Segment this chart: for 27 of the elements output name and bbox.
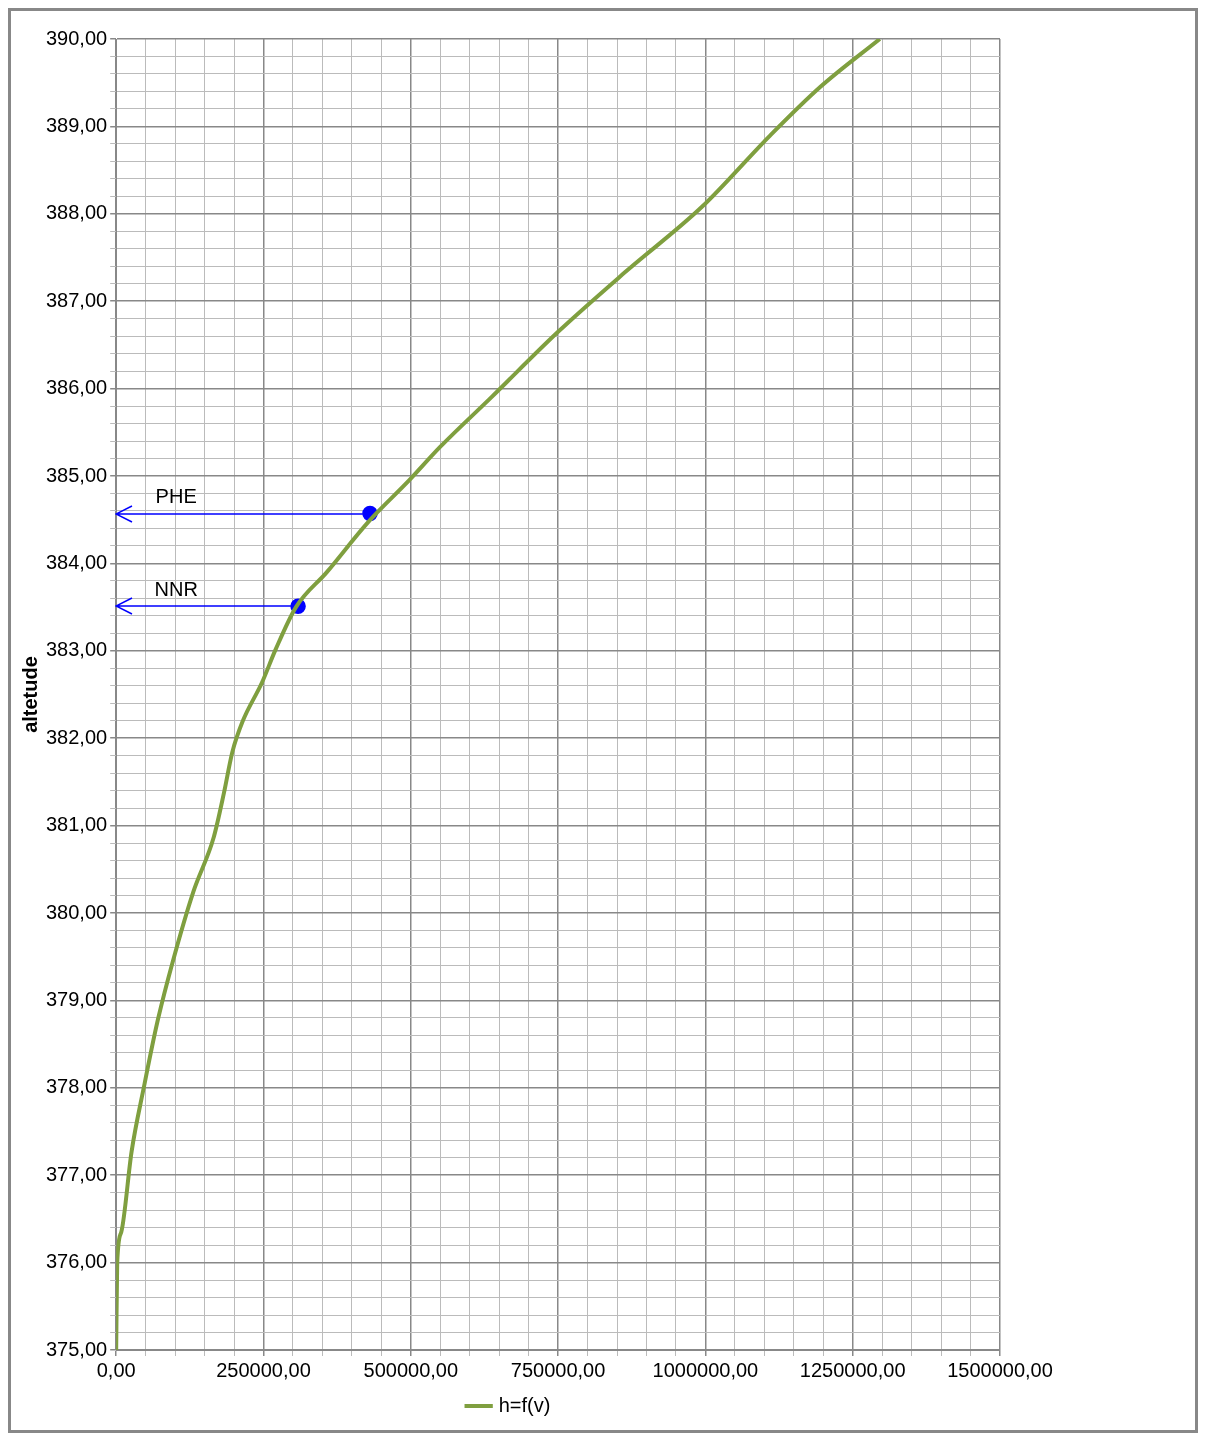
annotation: PHE bbox=[155, 485, 197, 508]
y-tick-label: 376,00 bbox=[46, 1250, 108, 1273]
y-tick-label: 377,00 bbox=[46, 1162, 108, 1185]
y-tick-label: 390,00 bbox=[46, 26, 108, 49]
y-axis-title: altetude bbox=[18, 656, 41, 733]
y-tick-label: 384,00 bbox=[46, 550, 108, 573]
y-tick-label: 389,00 bbox=[46, 113, 108, 136]
y-tick-label: 380,00 bbox=[46, 900, 108, 923]
y-tick-label: 385,00 bbox=[46, 463, 108, 486]
x-tick-label: 0,00 bbox=[96, 1358, 136, 1381]
x-tick-label: 500000,00 bbox=[363, 1358, 459, 1381]
legend-label: h=f(v) bbox=[498, 1393, 551, 1416]
y-tick-label: 381,00 bbox=[46, 813, 108, 836]
y-tick-label: 379,00 bbox=[46, 987, 108, 1010]
y-tick-label: 387,00 bbox=[46, 288, 108, 311]
x-tick-label: 1250000,00 bbox=[799, 1358, 906, 1381]
x-tick-label: 250000,00 bbox=[216, 1358, 311, 1381]
y-tick-label: 375,00 bbox=[46, 1337, 108, 1360]
x-tick-label: 750000,00 bbox=[510, 1358, 606, 1381]
y-tick-label: 386,00 bbox=[46, 376, 108, 399]
y-tick-label: 378,00 bbox=[46, 1075, 108, 1098]
annotation: NNR bbox=[154, 577, 198, 600]
y-tick-label: 388,00 bbox=[46, 201, 108, 224]
x-tick-label: 1500000,00 bbox=[947, 1358, 1053, 1381]
x-tick-label: 1000000,00 bbox=[652, 1358, 759, 1381]
y-tick-label: 382,00 bbox=[46, 725, 108, 748]
y-tick-label: 383,00 bbox=[46, 638, 108, 661]
